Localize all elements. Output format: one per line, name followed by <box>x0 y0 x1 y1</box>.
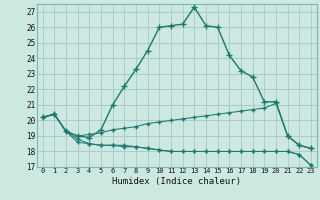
X-axis label: Humidex (Indice chaleur): Humidex (Indice chaleur) <box>112 177 241 186</box>
